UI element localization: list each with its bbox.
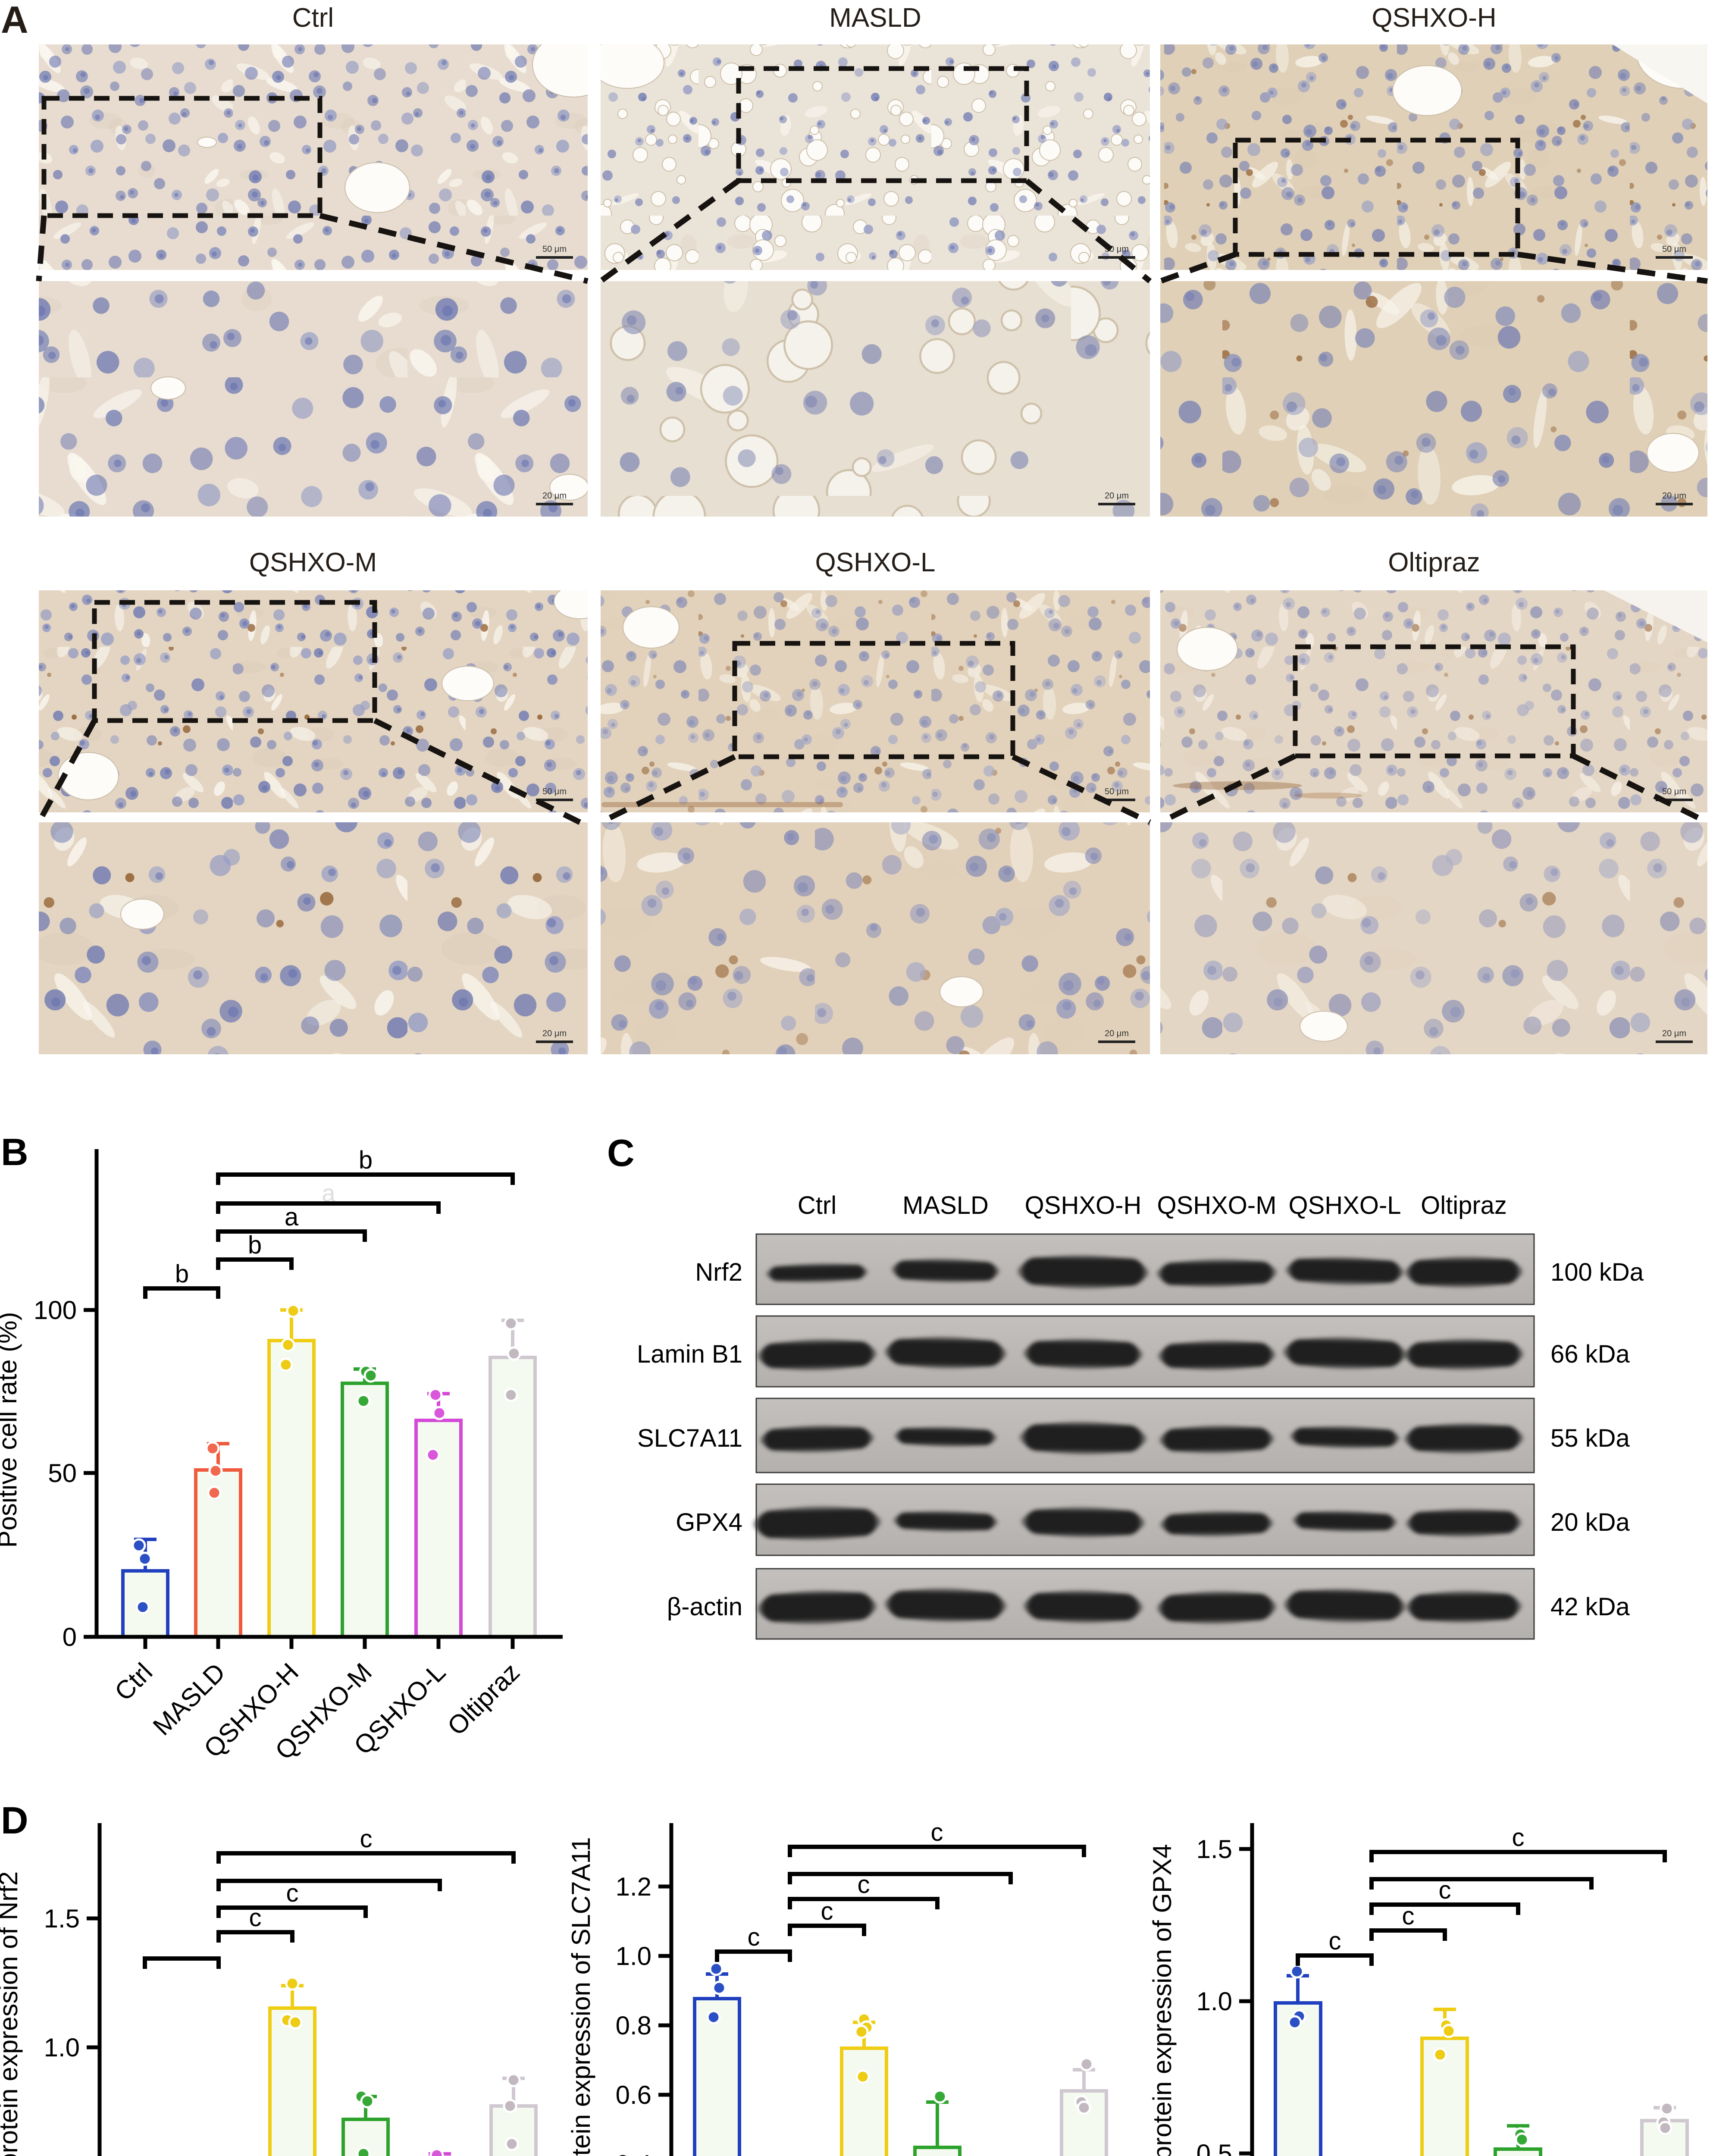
svg-text:1.5: 1.5 [1196, 1835, 1232, 1864]
svg-text:Ctrl: Ctrl [109, 1658, 158, 1706]
svg-text:QSHXO-L: QSHXO-L [815, 548, 935, 577]
svg-text:QSHXO-M: QSHXO-M [249, 548, 377, 577]
svg-text:c: c [1512, 1824, 1525, 1852]
svg-text:1.2: 1.2 [616, 1872, 651, 1901]
svg-text:50 μm: 50 μm [1105, 787, 1129, 796]
svg-text:A: A [1, 0, 28, 41]
svg-text:c: c [931, 1818, 943, 1846]
svg-text:0.8: 0.8 [616, 2011, 651, 2040]
svg-text:Relative protein expression of: Relative protein expression of GPX4 [1148, 1844, 1177, 2156]
svg-text:Relative protein expression of: Relative protein expression of SLC7A11 [567, 1837, 595, 2156]
svg-text:Lamin B1: Lamin B1 [637, 1340, 742, 1368]
svg-text:0.6: 0.6 [616, 2081, 651, 2109]
svg-text:50 μm: 50 μm [542, 787, 567, 796]
svg-text:20 μm: 20 μm [542, 491, 567, 501]
svg-text:50 μm: 50 μm [542, 244, 567, 254]
svg-text:c: c [1329, 1927, 1341, 1955]
svg-text:50: 50 [48, 1459, 77, 1488]
svg-text:c: c [286, 1879, 299, 1907]
svg-text:b: b [359, 1146, 373, 1174]
svg-text:β-actin: β-actin [667, 1593, 742, 1621]
svg-text:20 μm: 20 μm [1105, 1029, 1129, 1038]
svg-text:D: D [1, 1799, 28, 1842]
svg-text:B: B [1, 1131, 28, 1173]
svg-text:0: 0 [63, 1623, 77, 1651]
svg-text:20 μm: 20 μm [1105, 491, 1129, 501]
svg-text:Nrf2: Nrf2 [695, 1258, 742, 1286]
svg-text:c: c [360, 1825, 373, 1853]
svg-text:GPX4: GPX4 [676, 1508, 742, 1536]
svg-text:100: 100 [34, 1296, 77, 1325]
svg-text:a: a [285, 1203, 299, 1231]
svg-text:1.0: 1.0 [1196, 1987, 1232, 2016]
svg-text:Ctrl: Ctrl [798, 1191, 836, 1219]
svg-text:Oltipraz: Oltipraz [1421, 1191, 1507, 1219]
svg-text:20 μm: 20 μm [1662, 491, 1686, 501]
svg-text:Positive cell rate (%): Positive cell rate (%) [0, 1312, 22, 1548]
svg-text:b: b [175, 1260, 189, 1288]
svg-text:0.4: 0.4 [616, 2150, 651, 2156]
svg-text:Ctrl: Ctrl [292, 3, 334, 33]
svg-text:0.5: 0.5 [1196, 2139, 1232, 2156]
svg-text:QSHXO-H: QSHXO-H [1372, 3, 1496, 33]
svg-text:50 μm: 50 μm [1662, 244, 1686, 254]
svg-text:20 μm: 20 μm [542, 1029, 567, 1038]
svg-text:MASLD: MASLD [902, 1191, 989, 1219]
svg-text:100 kDa: 100 kDa [1550, 1258, 1644, 1286]
svg-text:Relative protein expression of: Relative protein expression of Nrf2 [0, 1871, 23, 2156]
svg-text:MASLD: MASLD [829, 3, 921, 33]
svg-text:Oltipraz: Oltipraz [1388, 548, 1480, 577]
svg-text:Oltipraz: Oltipraz [442, 1658, 526, 1741]
svg-text:c: c [821, 1897, 833, 1925]
svg-text:QSHXO-L: QSHXO-L [1288, 1191, 1401, 1219]
svg-text:1.0: 1.0 [44, 2033, 80, 2062]
svg-text:c: c [748, 1923, 760, 1951]
svg-text:SLC7A11: SLC7A11 [637, 1424, 742, 1452]
svg-text:66 kDa: 66 kDa [1550, 1340, 1630, 1368]
svg-text:55 kDa: 55 kDa [1550, 1424, 1630, 1452]
svg-text:C: C [607, 1131, 635, 1174]
svg-text:20 kDa: 20 kDa [1550, 1508, 1630, 1536]
svg-text:20 μm: 20 μm [1662, 1029, 1686, 1038]
svg-text:QSHXO-H: QSHXO-H [1025, 1191, 1142, 1219]
svg-text:50 μm: 50 μm [1662, 787, 1686, 796]
svg-text:1.5: 1.5 [44, 1904, 80, 1933]
svg-text:b: b [248, 1231, 262, 1259]
svg-text:1.0: 1.0 [616, 1942, 651, 1971]
svg-text:42 kDa: 42 kDa [1550, 1593, 1630, 1621]
svg-text:QSHXO-M: QSHXO-M [1157, 1191, 1276, 1219]
